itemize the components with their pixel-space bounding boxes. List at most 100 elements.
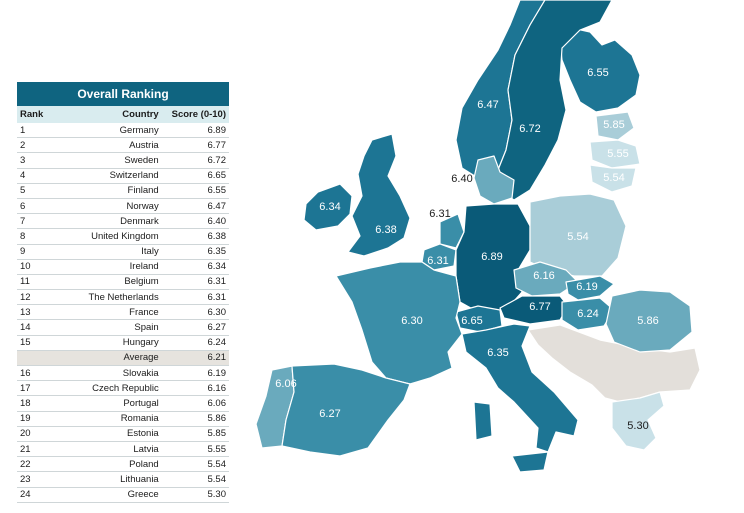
average-row: Average 6.21 bbox=[17, 350, 229, 367]
score-cell: 5.55 bbox=[161, 441, 229, 458]
score-cell: 6.38 bbox=[161, 228, 229, 245]
label-greece: 5.30 bbox=[627, 420, 648, 432]
country-cell: Denmark bbox=[53, 213, 162, 230]
label-austria: 6.77 bbox=[529, 301, 550, 313]
country-cell: Portugal bbox=[53, 395, 162, 412]
region-romania bbox=[605, 289, 693, 353]
country-cell: Ireland bbox=[53, 259, 162, 275]
country-cell: Slovakia bbox=[53, 365, 162, 382]
score-cell: 6.47 bbox=[161, 198, 229, 215]
rank-cell: 2 bbox=[17, 137, 54, 154]
region-italy bbox=[461, 323, 579, 453]
label-norway: 6.47 bbox=[477, 99, 498, 111]
table-row: 17 Czech Republic 6.16 bbox=[17, 380, 229, 397]
table-row: 10 Ireland 6.34 bbox=[17, 259, 229, 275]
rank-cell: 9 bbox=[17, 244, 54, 260]
label-estonia: 5.85 bbox=[603, 119, 624, 131]
label-belgium: 6.31 bbox=[427, 255, 448, 267]
country-cell: Lithuania bbox=[53, 471, 162, 488]
country-cell: Czech Republic bbox=[53, 380, 162, 397]
region-sicily bbox=[511, 451, 549, 473]
country-cell: Austria bbox=[53, 137, 162, 154]
label-spain: 6.27 bbox=[319, 408, 340, 420]
rank-cell: 14 bbox=[17, 319, 54, 336]
header-rank: Rank bbox=[17, 106, 54, 123]
country-cell: Poland bbox=[53, 456, 162, 473]
region-latvia bbox=[589, 139, 641, 169]
rank-cell: 18 bbox=[17, 395, 54, 412]
label-portugal: 6.06 bbox=[275, 378, 296, 390]
country-cell: Spain bbox=[53, 319, 162, 336]
region-uk bbox=[347, 133, 411, 257]
ranking-grid: Rank Country Score (0-10) 1 Germany 6.89 2… bbox=[17, 106, 229, 503]
region-lithuania bbox=[589, 164, 637, 193]
label-ireland: 6.34 bbox=[319, 201, 340, 213]
label-lithuania: 5.54 bbox=[603, 172, 624, 184]
region-estonia bbox=[595, 111, 635, 141]
rank-cell: 23 bbox=[17, 471, 54, 488]
label-slovakia: 6.19 bbox=[576, 281, 597, 293]
table-row: 20 Estonia 5.85 bbox=[17, 426, 229, 442]
region-ireland bbox=[303, 183, 353, 231]
score-cell: 6.65 bbox=[161, 168, 229, 184]
rank-cell: 10 bbox=[17, 259, 54, 275]
country-cell: France bbox=[53, 304, 162, 321]
table-header-row: Rank Country Score (0-10) bbox=[17, 106, 229, 123]
score-cell: 5.86 bbox=[161, 411, 229, 427]
country-cell: Estonia bbox=[53, 426, 162, 442]
score-cell: 6.06 bbox=[161, 395, 229, 412]
country-cell: United Kingdom bbox=[53, 228, 162, 245]
header-score: Score (0-10) bbox=[161, 106, 229, 123]
score-cell: 6.19 bbox=[161, 365, 229, 382]
country-cell: Greece bbox=[53, 487, 162, 503]
score-cell: 6.24 bbox=[161, 335, 229, 351]
region-spain bbox=[281, 363, 411, 457]
table-row: 12 The Netherlands 6.31 bbox=[17, 289, 229, 306]
table-row: 16 Slovakia 6.19 bbox=[17, 365, 229, 382]
region-sweden bbox=[497, 0, 613, 201]
region-france bbox=[335, 261, 463, 385]
country-cell: Norway bbox=[53, 198, 162, 215]
table-row: 2 Austria 6.77 bbox=[17, 137, 229, 154]
rank-cell: 24 bbox=[17, 487, 54, 503]
rank-cell: 3 bbox=[17, 152, 54, 169]
score-cell: 6.27 bbox=[161, 319, 229, 336]
country-cell: The Netherlands bbox=[53, 289, 162, 306]
country-cell: Latvia bbox=[53, 441, 162, 458]
score-cell: 6.34 bbox=[161, 259, 229, 275]
rank-cell: 20 bbox=[17, 426, 54, 442]
score-cell: 6.30 bbox=[161, 304, 229, 321]
region-slovakia bbox=[565, 275, 615, 301]
score-cell: 6.72 bbox=[161, 152, 229, 169]
rank-cell: 13 bbox=[17, 304, 54, 321]
country-cell: Romania bbox=[53, 411, 162, 427]
table-row: 24 Greece 5.30 bbox=[17, 487, 229, 503]
country-cell: Italy bbox=[53, 244, 162, 260]
country-cell: Germany bbox=[53, 123, 162, 139]
country-cell: Finland bbox=[53, 183, 162, 199]
score-cell: 5.54 bbox=[161, 456, 229, 473]
rank-cell: 19 bbox=[17, 411, 54, 427]
table-row: 4 Switzerland 6.65 bbox=[17, 168, 229, 184]
table-row: 7 Denmark 6.40 bbox=[17, 213, 229, 230]
region-hungary bbox=[561, 297, 615, 331]
rank-cell: 1 bbox=[17, 123, 54, 139]
rank-cell: 4 bbox=[17, 168, 54, 184]
rank-cell: 17 bbox=[17, 380, 54, 397]
rank-cell: 11 bbox=[17, 274, 54, 291]
table-row: 15 Hungary 6.24 bbox=[17, 335, 229, 351]
score-cell: 5.54 bbox=[161, 471, 229, 488]
label-uk: 6.38 bbox=[375, 224, 396, 236]
score-cell: 6.31 bbox=[161, 274, 229, 291]
label-germany: 6.89 bbox=[481, 251, 502, 263]
country-cell: Switzerland bbox=[53, 168, 162, 184]
table-row: 21 Latvia 5.55 bbox=[17, 441, 229, 458]
table-row: 5 Finland 6.55 bbox=[17, 183, 229, 199]
rank-cell: 22 bbox=[17, 456, 54, 473]
score-cell: 6.77 bbox=[161, 137, 229, 154]
table-row: 11 Belgium 6.31 bbox=[17, 274, 229, 291]
table-row: 3 Sweden 6.72 bbox=[17, 152, 229, 169]
country-cell: Belgium bbox=[53, 274, 162, 291]
table-row: 18 Portugal 6.06 bbox=[17, 395, 229, 412]
label-finland: 6.55 bbox=[587, 67, 608, 79]
